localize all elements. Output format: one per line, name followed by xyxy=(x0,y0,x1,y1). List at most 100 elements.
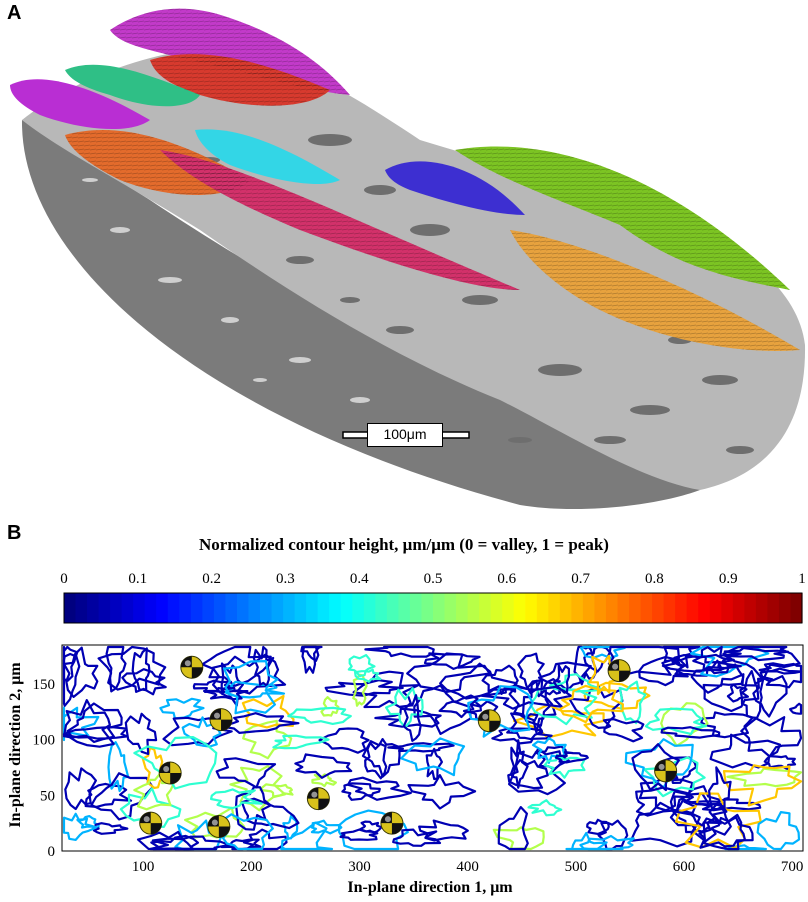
plot-frame xyxy=(61,644,804,852)
contour-line xyxy=(439,662,518,700)
contour-line xyxy=(644,707,708,736)
colorbar-segment xyxy=(260,593,273,623)
contour-line xyxy=(347,776,412,801)
y-tick-label: 50 xyxy=(40,788,55,804)
contour-line xyxy=(136,830,194,851)
colorbar-segment xyxy=(675,593,688,623)
colorbar-segment xyxy=(479,593,492,623)
colorbar-segment xyxy=(87,593,100,623)
cell-marker xyxy=(607,659,631,683)
contour-line xyxy=(119,787,182,829)
contour-line xyxy=(548,673,605,693)
colorbar-segment xyxy=(732,593,745,623)
y-tick-labels: 0 50 100 150 xyxy=(33,677,56,860)
contour-line xyxy=(66,702,123,744)
contour-line xyxy=(671,655,723,677)
contour-line xyxy=(537,661,592,692)
colorbar-segment xyxy=(605,593,619,623)
contour-line xyxy=(700,711,754,739)
cell-cyan xyxy=(195,129,340,185)
cell-marker xyxy=(306,787,330,811)
colorbar-segment xyxy=(329,593,342,623)
colorbar-tick-label: 0.4 xyxy=(350,571,369,587)
contour-line xyxy=(107,741,130,793)
contour-line xyxy=(62,812,98,842)
colorbar-segment xyxy=(375,593,388,623)
colorbar-segment xyxy=(582,593,596,623)
contour-line xyxy=(347,653,376,678)
x-tick-label: 200 xyxy=(240,859,263,875)
cell-marker xyxy=(380,811,404,835)
contour-line xyxy=(531,737,567,764)
contour-line xyxy=(607,645,681,677)
contour-line xyxy=(543,677,562,696)
contour-line xyxy=(287,706,352,726)
contour-line xyxy=(529,686,598,726)
colorbar-segment xyxy=(352,593,365,623)
contour-line xyxy=(235,786,272,831)
colorbar-segment xyxy=(283,593,296,623)
contour-line xyxy=(723,646,790,662)
colorbar-segment xyxy=(744,593,757,623)
colorbar-segment xyxy=(433,593,446,623)
contour-line xyxy=(242,828,288,851)
colorbar-segment xyxy=(559,593,572,623)
colorbar-segment xyxy=(294,593,307,623)
colorbar-segment xyxy=(190,593,203,623)
colorbar-segment xyxy=(790,593,803,623)
colorbar-segment xyxy=(225,593,238,623)
colorbar-segment xyxy=(75,593,88,623)
contour-line xyxy=(215,757,277,789)
contour-line xyxy=(692,645,734,675)
colorbar-segment xyxy=(594,593,607,623)
colorbar-segment xyxy=(536,593,549,623)
contour-line xyxy=(131,647,151,692)
contour-line xyxy=(90,772,154,821)
contour-line xyxy=(407,774,477,810)
colorbar-segment xyxy=(156,593,169,623)
contour-line xyxy=(141,746,167,790)
scale-bar-label: 100μm xyxy=(367,423,443,447)
colorbar-tick-label: 0.1 xyxy=(128,571,147,587)
contour-line xyxy=(320,696,340,717)
contour-line xyxy=(492,826,545,851)
contour-line xyxy=(722,764,803,807)
contour-line xyxy=(543,753,586,779)
contour-line xyxy=(62,706,100,742)
contour-line xyxy=(318,727,370,754)
contour-line xyxy=(739,669,765,720)
contour-line xyxy=(583,681,651,710)
colorbar-segment xyxy=(709,593,722,623)
colorbar-segment xyxy=(456,593,469,623)
cell-marker xyxy=(209,708,233,732)
contour-line xyxy=(192,679,235,694)
x-tick-label: 700 xyxy=(781,859,804,875)
colorbar-segment xyxy=(317,593,330,623)
colorbar-segment xyxy=(398,593,411,623)
contour-line xyxy=(240,797,300,830)
colorbar-tick-label: 0.9 xyxy=(719,571,738,587)
contour-line xyxy=(339,828,379,841)
contour-line xyxy=(669,785,722,842)
colorbar-segment xyxy=(513,593,526,623)
contour-line xyxy=(133,735,218,790)
contour-line xyxy=(507,758,549,790)
contour-line xyxy=(425,747,443,781)
cell-markers xyxy=(139,655,678,839)
surface-holes xyxy=(200,134,754,454)
contour-line xyxy=(698,816,754,849)
colorbar-gradient xyxy=(63,592,803,624)
contour-line xyxy=(280,821,334,851)
cell-teal xyxy=(65,64,200,107)
contour-line xyxy=(756,810,801,851)
colorbar-tick-label: 0.5 xyxy=(424,571,443,587)
contour-line xyxy=(62,646,99,699)
contour-line xyxy=(702,813,747,851)
cell-marker xyxy=(158,761,182,785)
panel-b-label: B xyxy=(7,522,22,544)
x-tick-label: 500 xyxy=(565,859,588,875)
colorbar-segment xyxy=(467,593,480,623)
contour-line xyxy=(374,707,442,728)
contour-line xyxy=(341,782,381,801)
colorbar-segment xyxy=(548,593,561,623)
